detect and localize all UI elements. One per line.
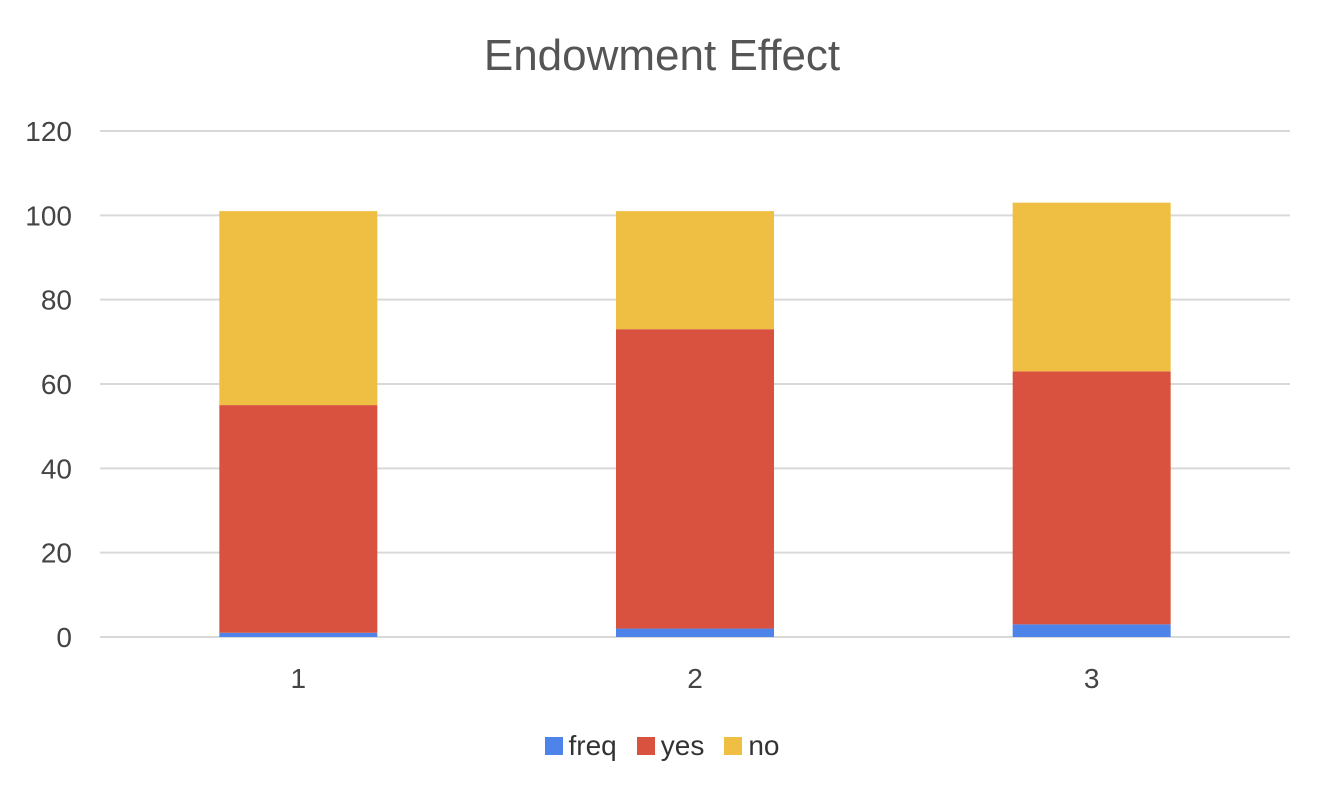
bars [219, 202, 1171, 637]
y-tick-label: 120 [25, 116, 72, 147]
legend-item-no: no [724, 730, 779, 762]
x-tick-label: 1 [291, 663, 307, 694]
bar-no-3 [1012, 202, 1171, 372]
legend-item-yes: yes [636, 730, 705, 762]
x-axis-tick-labels: 1 2 3 [291, 663, 1100, 694]
y-axis-tick-labels: 0 20 40 60 80 100 120 [25, 116, 72, 653]
legend-swatch [636, 737, 655, 755]
y-tick-label: 100 [25, 200, 72, 231]
bar-yes-3 [1012, 371, 1171, 625]
y-tick-label: 80 [41, 285, 72, 316]
legend-item-freq: freq [544, 730, 617, 762]
bar-yes-2 [616, 329, 774, 629]
bar-freq-3 [1012, 624, 1171, 637]
x-tick-label: 3 [1084, 663, 1100, 694]
legend-label: yes [660, 730, 705, 761]
y-tick-label: 0 [56, 622, 72, 653]
bar-yes-1 [219, 405, 378, 633]
y-tick-label: 20 [41, 538, 72, 569]
x-tick-label: 2 [687, 663, 703, 694]
legend-swatch [544, 737, 563, 755]
bar-freq-1 [219, 632, 378, 637]
bar-no-2 [616, 211, 774, 330]
chart-title: Endowment Effect [483, 31, 841, 80]
y-tick-label: 60 [41, 369, 72, 400]
bar-freq-2 [616, 628, 774, 637]
legend-label: freq [568, 730, 617, 761]
bar-no-1 [219, 211, 378, 406]
legend-label: no [748, 730, 780, 761]
legend-swatch [724, 737, 743, 755]
y-tick-label: 40 [41, 453, 72, 484]
legend: freq yes no [0, 730, 1324, 762]
